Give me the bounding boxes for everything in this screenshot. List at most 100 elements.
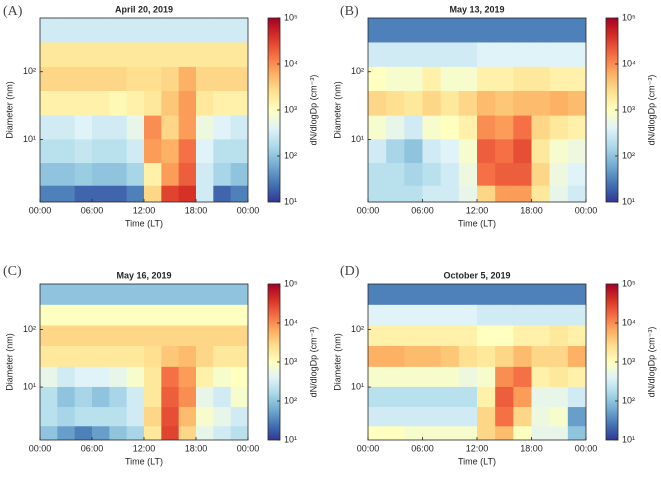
heatmap-cell [531, 366, 551, 387]
heatmap-cell [230, 138, 248, 164]
chart-title: May 13, 2019 [449, 4, 504, 14]
heatmap-cell [477, 425, 496, 440]
heatmap-cell [531, 90, 551, 116]
colorbar-label: dN/dlogDp (cm⁻³) [646, 75, 656, 146]
heatmap-cell [57, 406, 76, 427]
heatmap-cell [458, 304, 478, 326]
heatmap-cell [161, 162, 180, 186]
heatmap-cell [567, 425, 586, 440]
heatmap-cell [109, 304, 128, 326]
heatmap-cell [531, 325, 551, 346]
heatmap-cell [477, 366, 496, 387]
x-tick-label: 12:00 [133, 443, 156, 453]
heatmap-cell [109, 138, 128, 164]
heatmap-cell [549, 304, 569, 326]
heatmap-cell [477, 185, 496, 202]
heatmap-cell [404, 345, 423, 367]
heatmap-cell [549, 18, 569, 43]
heatmap-cell [178, 345, 197, 367]
heatmap-cell [495, 284, 514, 305]
heatmap-cell [549, 41, 569, 67]
heatmap-cell [230, 366, 248, 387]
heatmap-cell [230, 18, 248, 43]
heatmap-cell [495, 66, 514, 91]
heatmap-cell [92, 66, 110, 91]
heatmap-cell [213, 90, 232, 116]
panel-label: (D) [340, 264, 360, 279]
heatmap-cell [74, 185, 93, 202]
heatmap-cell [178, 406, 197, 427]
heatmap-cell [549, 366, 569, 387]
heatmap-cell [74, 304, 93, 326]
heatmap-cell [440, 425, 460, 440]
colorbar-tick-label: 10² [284, 395, 297, 405]
heatmap-cell [404, 18, 423, 43]
heatmap-cell [74, 41, 93, 67]
heatmap-cell [386, 386, 405, 408]
heatmap-cell [477, 66, 496, 91]
x-tick-label: 00:00 [357, 205, 380, 215]
heatmap-cell [92, 162, 110, 186]
heatmap-cell [422, 138, 442, 164]
heatmap-cell [213, 66, 232, 91]
heatmap-cell [495, 115, 514, 140]
heatmap-cell [126, 345, 145, 367]
y-tick-label: 10¹ [23, 381, 36, 391]
x-axis-label: Time (LT) [125, 218, 163, 228]
heatmap-cell [458, 425, 478, 440]
heatmap-cell [368, 162, 387, 186]
heatmap-cell [178, 66, 197, 91]
heatmap-cell [440, 185, 460, 202]
heatmap-cell [458, 386, 478, 408]
heatmap-cell [422, 66, 442, 91]
heatmap-cell [74, 366, 93, 387]
heatmap-cell [178, 162, 197, 186]
heatmap-cell [213, 345, 232, 367]
heatmap-cell [422, 386, 442, 408]
x-tick-label: 12:00 [466, 205, 489, 215]
x-tick-label: 12:00 [133, 205, 156, 215]
heatmap-cell [513, 138, 532, 164]
x-axis-label: Time (LT) [125, 456, 163, 466]
heatmap-cell [549, 386, 569, 408]
colorbar-tick-label: 10² [284, 150, 297, 160]
heatmap-cell [567, 41, 586, 67]
heatmap-cell [178, 90, 197, 116]
heatmap-cell [368, 284, 387, 305]
heatmap-cell [40, 90, 58, 116]
colorbar-tick-label: 10¹ [284, 196, 297, 206]
colorbar-tick-label: 10⁵ [284, 278, 298, 288]
heatmap-cell [386, 162, 405, 186]
heatmap-cell [161, 66, 180, 91]
heatmap-cell [531, 425, 551, 440]
heatmap-cell [368, 386, 387, 408]
heatmap-cell [40, 406, 58, 427]
y-axis-label: Diameter (nm) [332, 333, 342, 391]
heatmap-cell [567, 304, 586, 326]
heatmap-cell [92, 345, 110, 367]
y-tick-label: 10¹ [351, 134, 364, 144]
heatmap-cell [161, 90, 180, 116]
heatmap-cell [126, 66, 145, 91]
heatmap-cell [161, 185, 180, 202]
heatmap-cell [513, 185, 532, 202]
heatmap-cell [178, 366, 197, 387]
heatmap-cell [40, 425, 58, 440]
heatmap-cell [178, 138, 197, 164]
heatmap-cell [513, 366, 532, 387]
heatmap-cell [40, 325, 58, 346]
x-tick-label: 06:00 [411, 443, 434, 453]
heatmap-cell [126, 162, 145, 186]
heatmap-cell [92, 90, 110, 116]
heatmap-cell [161, 115, 180, 140]
heatmap-cell [513, 162, 532, 186]
heatmap-cell [126, 366, 145, 387]
heatmap-cell [230, 304, 248, 326]
heatmap-cell [144, 284, 162, 305]
heatmap-cell [386, 406, 405, 427]
heatmap-cell [109, 90, 128, 116]
heatmap-cell [549, 284, 569, 305]
heatmap-cell [178, 425, 197, 440]
heatmap-cell [40, 115, 58, 140]
heatmap-cell [144, 345, 162, 367]
